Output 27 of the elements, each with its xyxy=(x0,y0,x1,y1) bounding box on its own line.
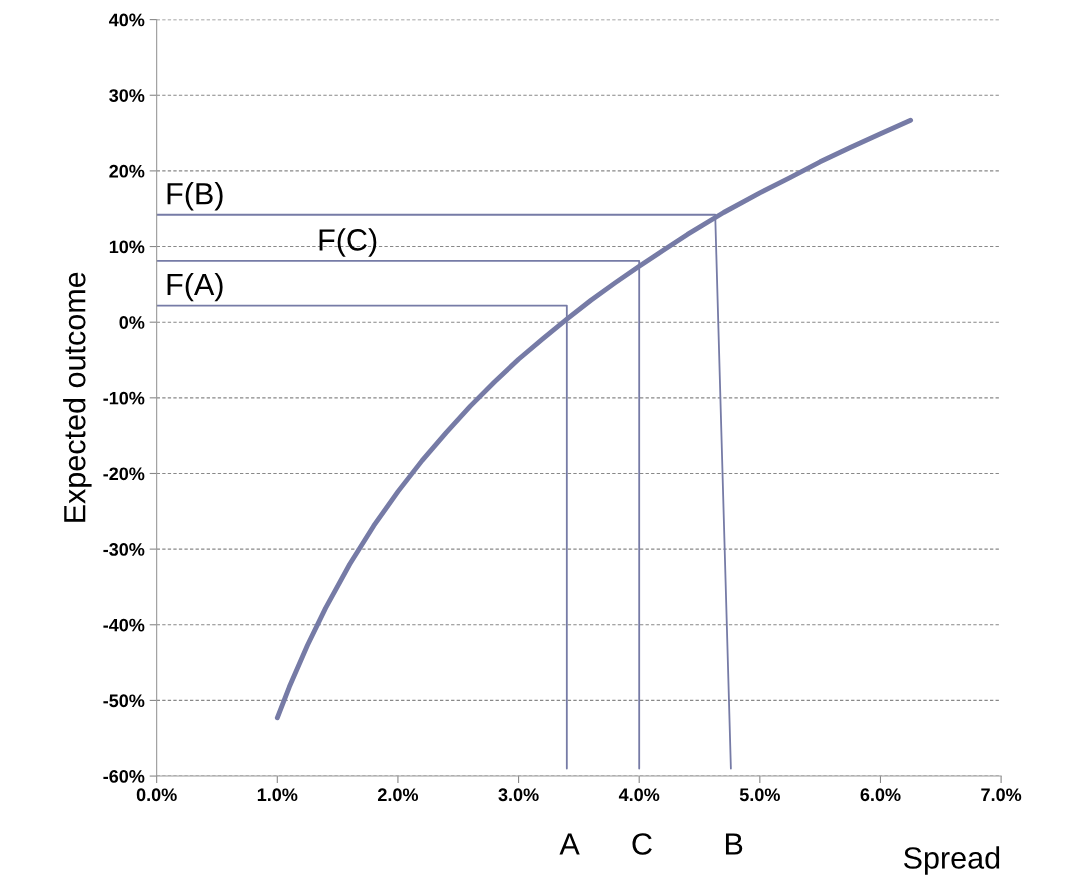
x-tick-label: 5.0% xyxy=(739,788,780,802)
annotation: F(C) xyxy=(319,228,377,257)
y-tick-label: -40% xyxy=(103,618,145,632)
y-tick-label: -30% xyxy=(103,543,145,556)
y-tick-label: 0% xyxy=(119,316,145,329)
y-tick-label: -20% xyxy=(103,467,145,481)
annotation: F(A) xyxy=(167,272,223,302)
x-tick-label: 2.0% xyxy=(377,788,419,802)
y-tick-label: 10% xyxy=(109,240,145,254)
annotation: C xyxy=(632,833,652,855)
y-tick-label: 30% xyxy=(109,89,145,102)
y-tick-label: -60% xyxy=(103,770,145,783)
x-tick-label: 3.0% xyxy=(498,788,539,802)
x-tick-label: 0.0% xyxy=(136,788,177,802)
x-tick-label: 4.0% xyxy=(618,788,660,802)
y-tick-label: -50% xyxy=(103,694,145,708)
annotation: A xyxy=(559,833,580,855)
x-axis-title: Spread xyxy=(903,846,1000,875)
y-tick-label: 40% xyxy=(108,13,145,27)
y-tick-label: 20% xyxy=(109,164,145,178)
annotation: F(B) xyxy=(167,182,223,211)
y-tick-label: -10% xyxy=(103,391,145,405)
x-tick-label: 6.0% xyxy=(860,788,901,802)
y-axis-title: Expected outcome xyxy=(63,272,92,522)
x-tick-label: 1.0% xyxy=(257,788,298,802)
x-tick-label: 7.0% xyxy=(981,788,1022,802)
annotation: B xyxy=(725,833,743,855)
